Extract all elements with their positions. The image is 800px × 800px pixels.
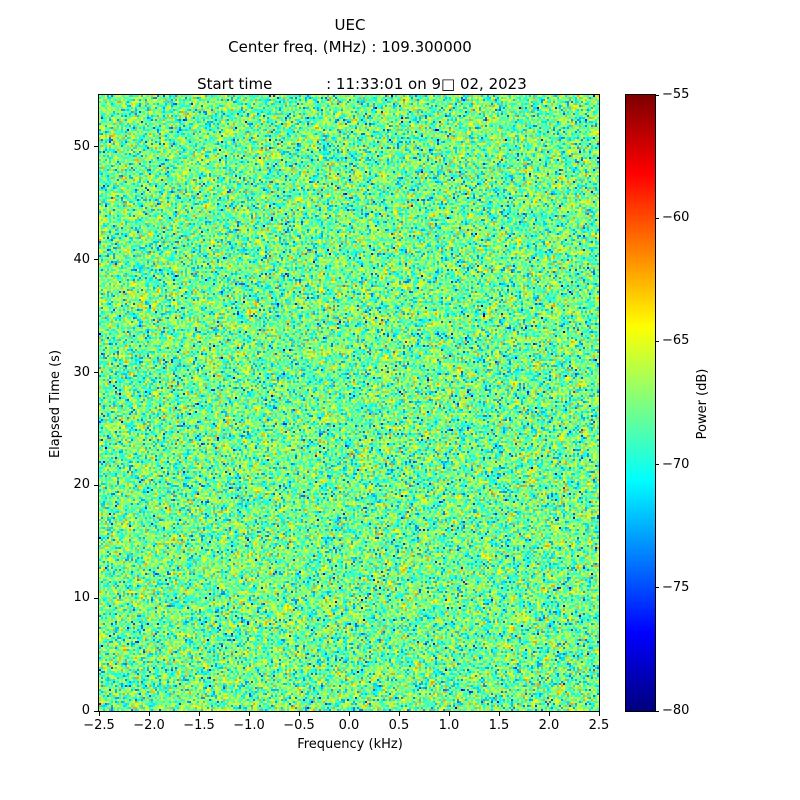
x-tick-mark — [198, 712, 200, 716]
heatmap-canvas — [99, 95, 599, 711]
y-tick-label: 0 — [81, 703, 90, 718]
colorbar-tick-label: −65 — [662, 333, 690, 349]
x-tick-label: −1.0 — [233, 718, 265, 733]
y-tick-mark — [94, 710, 98, 712]
x-tick-mark — [298, 712, 300, 716]
x-tick-mark — [98, 712, 100, 716]
x-tick-mark — [398, 712, 400, 716]
colorbar-tick-mark — [655, 217, 659, 219]
y-tick-label: 10 — [73, 590, 90, 606]
y-tick-label: 30 — [73, 364, 90, 380]
x-tick-mark — [148, 712, 150, 716]
start-time-line: Start time : 11:33:01 on 9□ 02, 2023 — [178, 57, 527, 111]
colorbar-tick-mark — [655, 94, 659, 96]
x-tick-label: 0.0 — [338, 718, 360, 733]
x-tick-mark — [598, 712, 600, 716]
x-tick-label: 0.5 — [388, 718, 410, 733]
colorbar-tick-mark — [655, 710, 659, 712]
y-tick-label: 50 — [73, 138, 90, 154]
colorbar-frame — [625, 94, 656, 712]
x-tick-label: 2.0 — [538, 718, 560, 733]
heatmap-frame — [98, 94, 600, 712]
colorbar-tick-label: −55 — [662, 87, 690, 102]
colorbar-tick-label: −75 — [662, 579, 690, 595]
y-tick-mark — [94, 372, 98, 374]
x-tick-label: 1.0 — [438, 718, 460, 733]
start-time-label: Start time — [197, 75, 273, 93]
x-tick-mark — [548, 712, 550, 716]
x-tick-mark — [248, 712, 250, 716]
start-time-value: : 11:33:01 on 9□ 02, 2023 — [326, 75, 527, 93]
colorbar-tick-mark — [655, 587, 659, 589]
x-tick-mark — [448, 712, 450, 716]
x-tick-label: −0.5 — [283, 718, 315, 733]
y-tick-mark — [94, 259, 98, 261]
y-tick-mark — [94, 484, 98, 486]
x-tick-label: −2.0 — [133, 718, 165, 733]
y-tick-mark — [94, 597, 98, 599]
colorbar-tick-mark — [655, 340, 659, 342]
x-axis-label: Frequency (kHz) — [297, 737, 403, 752]
x-tick-label: 2.5 — [588, 718, 610, 733]
x-tick-mark — [498, 712, 500, 716]
colorbar-tick-label: −60 — [662, 210, 690, 226]
colorbar-tick-label: −70 — [662, 456, 690, 472]
colorbar-tick-mark — [655, 464, 659, 466]
y-tick-label: 40 — [73, 251, 90, 267]
x-tick-label: 1.5 — [488, 718, 510, 733]
center-freq-line: Center freq. (MHz) : 109.300000 — [228, 38, 472, 56]
colorbar-tick-label: −80 — [662, 703, 690, 718]
x-tick-label: −2.5 — [83, 718, 115, 733]
x-tick-mark — [348, 712, 350, 716]
y-axis-label: Elapsed Time (s) — [48, 349, 63, 459]
y-tick-mark — [94, 146, 98, 148]
x-tick-label: −1.5 — [183, 718, 215, 733]
colorbar-label: Power (dB) — [695, 368, 710, 440]
chart-title: UEC — [334, 16, 366, 34]
colorbar-canvas — [626, 95, 655, 711]
y-tick-label: 20 — [73, 477, 90, 493]
